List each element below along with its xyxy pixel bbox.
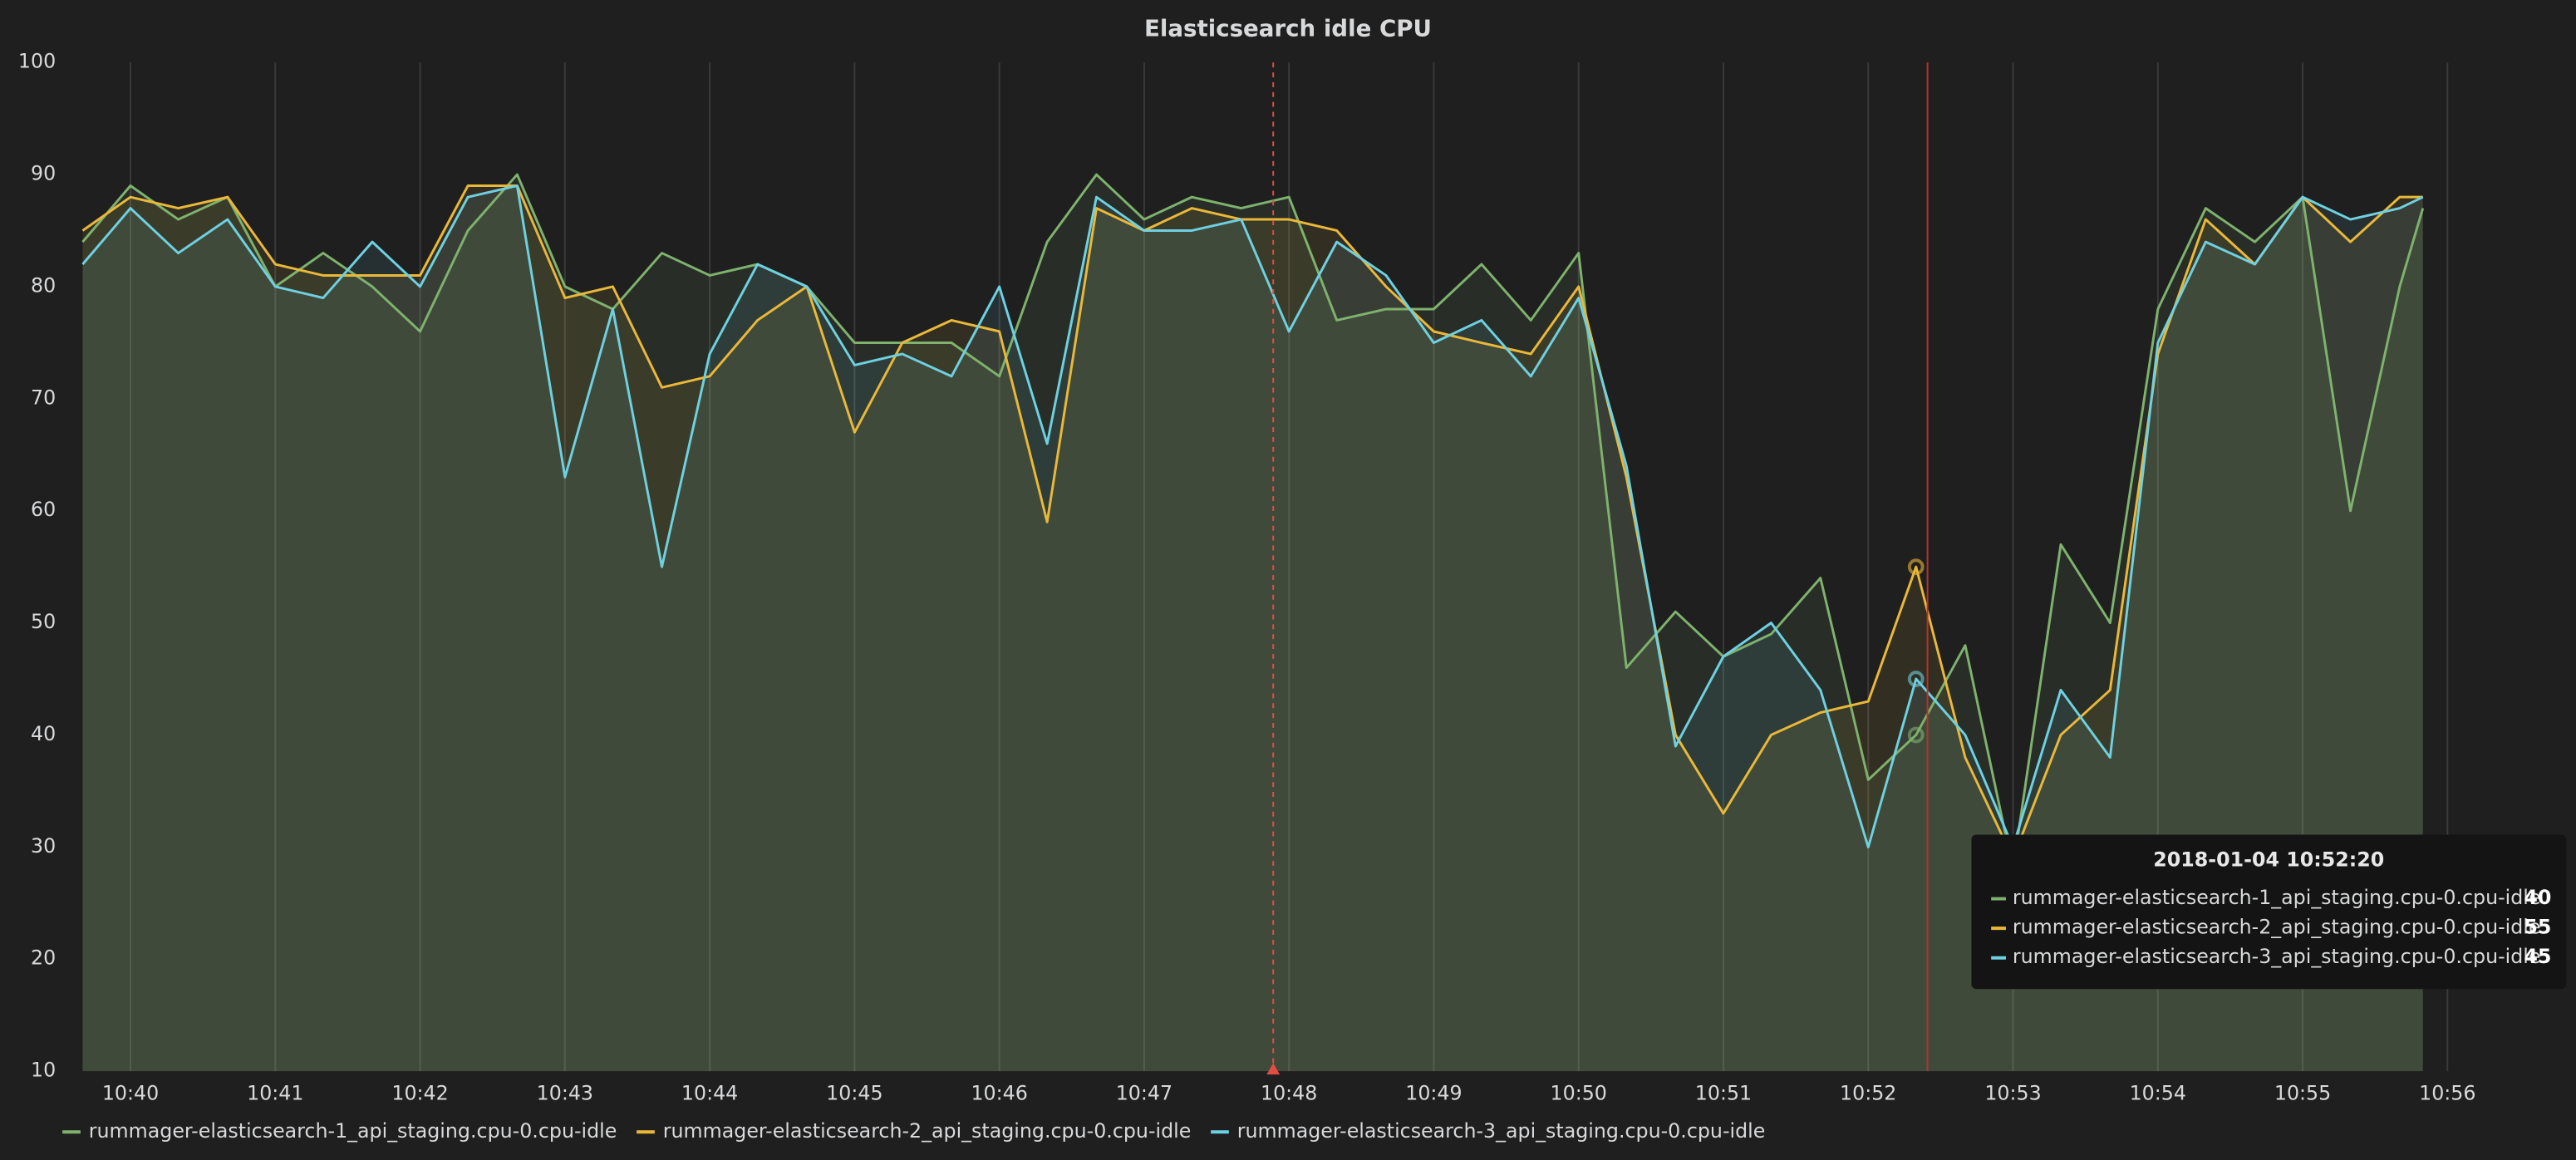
y-tick-label: 50 (31, 610, 56, 633)
tooltip-value: 45 (2524, 945, 2551, 968)
x-tick-label: 10:41 (247, 1081, 303, 1104)
x-tick-label: 10:42 (391, 1081, 448, 1104)
x-tick-label: 10:40 (102, 1081, 159, 1104)
tooltip: 2018-01-04 10:52:20 rummager-elasticsear… (1971, 834, 2567, 990)
x-tick-label: 10:55 (2274, 1081, 2331, 1104)
x-tick-label: 10:56 (2419, 1081, 2475, 1104)
x-tick-label: 10:44 (681, 1081, 738, 1104)
annotation-marker[interactable] (1266, 1063, 1281, 1075)
y-tick-label: 90 (31, 162, 56, 185)
y-tick-label: 80 (31, 273, 56, 297)
x-tick-label: 10:45 (826, 1081, 882, 1104)
x-tick-label: 10:48 (1261, 1081, 1317, 1104)
x-tick-label: 10:54 (2130, 1081, 2186, 1104)
tooltip-series-name: rummager-elasticsearch-2_api_staging.cpu… (2013, 916, 2541, 939)
legend-label[interactable]: rummager-elasticsearch-2_api_staging.cpu… (663, 1119, 1192, 1143)
x-tick-label: 10:43 (537, 1081, 593, 1104)
hover (1907, 62, 1929, 1072)
lines (81, 173, 2425, 871)
series-area (82, 185, 2423, 1072)
legend-label[interactable]: rummager-elasticsearch-1_api_staging.cpu… (89, 1119, 617, 1143)
y-tick-label: 30 (31, 834, 56, 858)
x-tick-label: 10:52 (1840, 1081, 1896, 1104)
tooltip-box (1971, 834, 2567, 990)
y-tick-label: 40 (31, 722, 56, 745)
x-tick-label: 10:49 (1405, 1081, 1462, 1104)
tooltip-value: 40 (2524, 886, 2551, 909)
x-tick-label: 10:50 (1551, 1081, 1607, 1104)
tooltip-series-name: rummager-elasticsearch-3_api_staging.cpu… (2013, 945, 2541, 968)
tooltip-value: 55 (2524, 916, 2551, 939)
y-tick-label: 100 (18, 50, 56, 73)
hover-point (1907, 726, 1925, 744)
series-line (81, 173, 2425, 871)
x-tick-label: 10:53 (1984, 1081, 2041, 1104)
tooltip-title: 2018-01-04 10:52:20 (2153, 848, 2384, 872)
legend: rummager-elasticsearch-1_api_staging.cpu… (62, 1119, 1765, 1143)
y-tick-label: 20 (31, 946, 56, 970)
y-tick-label: 70 (31, 386, 56, 409)
series-line (81, 184, 2424, 848)
tooltip-series-name: rummager-elasticsearch-1_api_staging.cpu… (2013, 886, 2541, 909)
x-tick-label: 10:51 (1695, 1081, 1752, 1104)
y-tick-label: 60 (31, 498, 56, 521)
x-tick-label: 10:46 (971, 1081, 1027, 1104)
hover-point (1907, 671, 1925, 687)
series-area (82, 185, 2423, 1072)
areas (82, 174, 2423, 1072)
y-tick-label: 10 (31, 1059, 56, 1082)
chart-title: Elasticsearch idle CPU (1144, 15, 1432, 42)
axes: 10 20 30 40 50 60 70 80 90 100 10:40 10:41 10:42 10:4… (18, 50, 2476, 1105)
series-area (82, 174, 2423, 1072)
legend-label[interactable]: rummager-elasticsearch-3_api_staging.cpu… (1237, 1119, 1766, 1143)
hover-point (1907, 558, 1925, 576)
series-line (81, 184, 2423, 860)
x-tick-label: 10:47 (1116, 1081, 1172, 1104)
